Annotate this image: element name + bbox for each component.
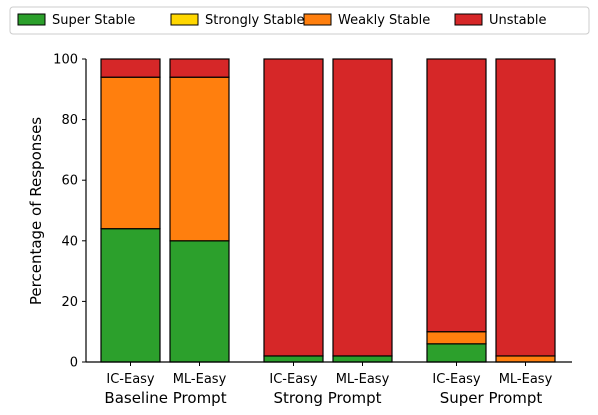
legend-label: Unstable bbox=[489, 13, 546, 28]
x-tick-label: ML-Easy bbox=[499, 372, 553, 387]
bars bbox=[100, 58, 556, 363]
legend-item-strongly-stable: Strongly Stable bbox=[170, 13, 304, 28]
y-axis-label: Percentage of Responses bbox=[27, 117, 45, 305]
legend-label: Weakly Stable bbox=[338, 13, 430, 28]
bar-segment-weakly-stable bbox=[495, 355, 556, 363]
group-label: Baseline Prompt bbox=[104, 389, 226, 407]
x-tick-label: ML-Easy bbox=[173, 372, 227, 387]
legend-swatch bbox=[17, 13, 46, 26]
legend-label: Strongly Stable bbox=[205, 13, 304, 28]
legend-swatch bbox=[170, 13, 199, 26]
legend-swatch bbox=[454, 13, 483, 26]
y-tick-label: 0 bbox=[70, 356, 78, 371]
y-tick-label: 40 bbox=[61, 234, 78, 249]
bar-segment-super-stable bbox=[100, 228, 161, 363]
bar-segment-weakly-stable bbox=[426, 331, 487, 345]
bar-segment-unstable bbox=[332, 58, 393, 357]
bar-segment-unstable bbox=[169, 58, 230, 78]
legend-label: Super Stable bbox=[52, 13, 135, 28]
legend-item-unstable: Unstable bbox=[454, 13, 546, 28]
bar-segment-unstable bbox=[495, 58, 556, 357]
axes: IC-Easy ML-Easy Baseline Prompt IC-Easy ML-E… bbox=[53, 53, 572, 407]
bar-segment-weakly-stable bbox=[169, 76, 230, 242]
bar-segment-super-stable bbox=[426, 343, 487, 363]
legend-swatch bbox=[303, 13, 332, 26]
bar-segment-unstable bbox=[100, 58, 161, 78]
group-label: Strong Prompt bbox=[273, 389, 381, 407]
y-tick-label: 100 bbox=[53, 53, 78, 68]
bar-segment-super-stable bbox=[332, 355, 393, 363]
legend-item-super-stable: Super Stable bbox=[17, 13, 135, 28]
x-tick-label: IC-Easy bbox=[106, 372, 155, 387]
bar-segment-unstable bbox=[263, 58, 324, 357]
x-tick-label: IC-Easy bbox=[269, 372, 318, 387]
legend-item-weakly-stable: Weakly Stable bbox=[303, 13, 430, 28]
x-tick-label: ML-Easy bbox=[336, 372, 390, 387]
x-tick-label: IC-Easy bbox=[432, 372, 481, 387]
y-tick-label: 80 bbox=[61, 113, 78, 128]
legend: Super Stable Strongly Stable Weakly Stable… bbox=[9, 6, 590, 35]
y-tick-label: 20 bbox=[61, 295, 78, 310]
group-label: Super Prompt bbox=[440, 389, 543, 407]
bar-segment-unstable bbox=[426, 58, 487, 333]
y-tick-label: 60 bbox=[61, 174, 78, 189]
bar-segment-super-stable bbox=[169, 240, 230, 363]
bar-segment-weakly-stable bbox=[100, 76, 161, 230]
bar-segment-super-stable bbox=[263, 355, 324, 363]
legend-frame bbox=[9, 6, 590, 35]
